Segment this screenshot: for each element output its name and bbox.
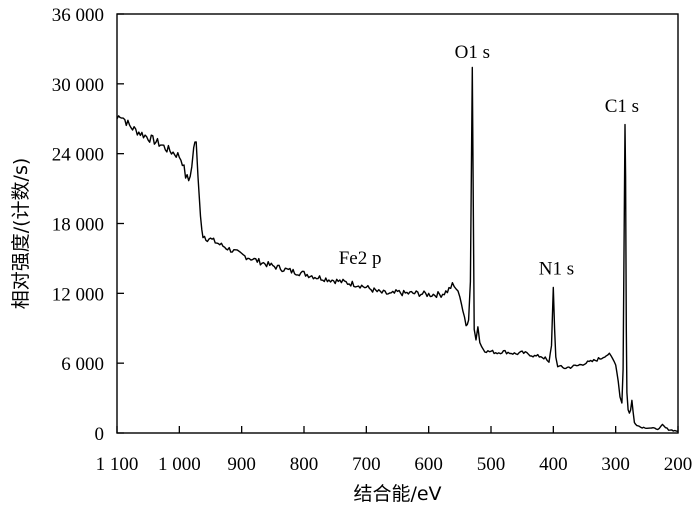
- y-axis-title: 相对强度/(计数/s): [10, 158, 32, 310]
- x-tick-label: 900: [227, 454, 256, 475]
- x-tick-label: 300: [601, 454, 630, 475]
- y-axis: 0 6 000 12 000 18 000 24 000 30 000 36 000: [52, 5, 124, 445]
- x-tick-label: 1 000: [158, 454, 201, 475]
- peak-label: N1 s: [539, 259, 574, 280]
- x-tick-label: 1 100: [96, 454, 139, 475]
- peak-annotations: O1 s C1 s Fe2 p N1 s: [339, 42, 639, 279]
- spectrum-series-line: [116, 66, 679, 432]
- y-tick-label: 6 000: [61, 354, 104, 375]
- y-tick-label: 18 000: [52, 215, 104, 236]
- plot-area: [116, 66, 679, 432]
- y-tick-label: 36 000: [52, 5, 104, 26]
- x-tick-label: 800: [290, 454, 319, 475]
- x-axis: 1 100 1 000 900 800 700 600 500 400 300 200: [96, 426, 693, 475]
- x-axis-title: 结合能/eV: [353, 483, 441, 505]
- peak-label: Fe2 p: [339, 248, 382, 269]
- peak-label: C1 s: [605, 96, 639, 117]
- x-tick-label: 700: [352, 454, 381, 475]
- y-tick-label: 30 000: [52, 75, 104, 96]
- y-tick-label: 12 000: [52, 284, 104, 305]
- peak-label: O1 s: [455, 42, 490, 63]
- x-tick-label: 500: [477, 454, 506, 475]
- x-tick-label: 600: [414, 454, 443, 475]
- y-tick-label: 24 000: [52, 145, 104, 166]
- x-tick-label: 400: [539, 454, 568, 475]
- x-tick-label: 200: [664, 454, 693, 475]
- y-tick-label: 0: [95, 424, 105, 445]
